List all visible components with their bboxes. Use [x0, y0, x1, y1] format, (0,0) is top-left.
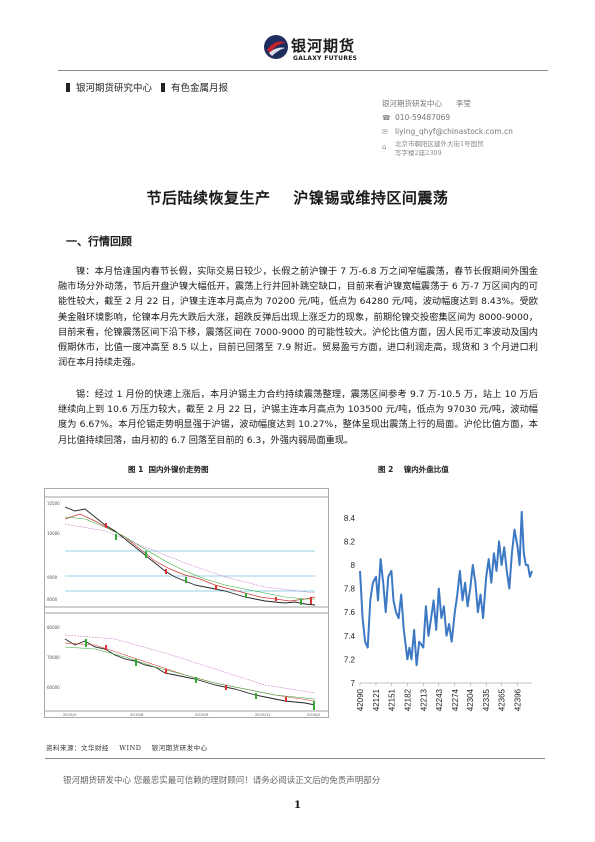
y-tick-label: 8.4 [344, 514, 356, 523]
y-tick-label: 7.4 [344, 632, 356, 641]
date-label: 2016/2 [307, 712, 321, 717]
contact-address-line1: 北京市朝阳区建外大街1号国贸 [395, 140, 484, 148]
contact-org: 银河期货研发中心 [382, 99, 442, 108]
y-tick-label: 7.6 [344, 608, 356, 617]
logo-chinese: 银河期货 [291, 37, 356, 55]
address-icon: ⌂ [382, 143, 387, 151]
x-tick-label: 42121 [372, 688, 381, 711]
contact-phone: 010-59487069 [395, 113, 451, 122]
x-tick-label: 42396 [514, 688, 523, 711]
logo-english: GALAXY FUTURES [293, 55, 358, 62]
x-tick-label: 42151 [387, 688, 396, 711]
x-tick-label: 42213 [419, 688, 428, 711]
nickel-price-trend-chart: 10500 10000 9000 8000 80000 70000 60000 … [44, 488, 329, 718]
date-label: 2015/3 [63, 712, 77, 717]
date-label: 2015/12 [255, 712, 271, 717]
footer-disclaimer: 银河期货研发中心 您最忠实最可信赖的理财顾问！请务必阅读正文后的免责声明部分 [63, 776, 381, 786]
x-tick-label: 42304 [466, 688, 475, 711]
report-title: 节后陆续恢复生产 沪镍锡或维持区间震荡 [146, 189, 449, 207]
upper-price-label: 10500 [47, 501, 60, 506]
upper-price-label: 8000 [47, 597, 58, 602]
x-tick-label: 42182 [403, 688, 412, 711]
figure2-caption: 图 2 镍内外盘比值 [378, 465, 449, 474]
x-tick-label: 42274 [451, 688, 460, 711]
upper-price-label: 10000 [47, 531, 60, 536]
y-tick-label: 8.2 [344, 537, 356, 546]
source-note: 资料来源：文华财经 WIND 银河期货研发中心 [46, 744, 208, 752]
x-tick-label: 42335 [482, 688, 491, 711]
y-tick-label: 8 [351, 561, 356, 570]
x-tick-label: 42090 [356, 688, 365, 711]
breadcrumb: 银河期货研究中心 有色金属月报 [66, 80, 228, 94]
phone-icon: ☎ [382, 114, 391, 122]
figure1-caption: 图 1 国内外镍价走势图 [128, 465, 209, 474]
upper-price-label: 9000 [47, 575, 58, 580]
breadcrumb-report-type: 有色金属月报 [171, 83, 229, 94]
date-label: 2015/6 [130, 712, 144, 717]
header-divider [58, 70, 548, 71]
y-tick-label: 7.8 [344, 585, 356, 594]
lower-price-label: 70000 [47, 655, 60, 660]
breadcrumb-org: 银河期货研究中心 [76, 83, 153, 94]
contact-address-line2: 写字楼2座2309 [395, 149, 442, 157]
lower-panel: 80000 70000 60000 [45, 612, 328, 712]
lower-price-label: 60000 [47, 685, 60, 690]
date-label: 2015/9 [195, 712, 209, 717]
y-tick-label: 7.2 [344, 655, 356, 664]
tin-paragraph: 锡：经过 1 月份的快速上涨后，本月沪锡主力合约持续震荡整理，震荡区间参考 9.… [58, 389, 538, 446]
nickel-ratio-chart: 7 7.2 7.4 7.6 7.8 8 8.2 8.4 42090 42121 42151 42182… [344, 510, 533, 711]
galaxy-logo-icon [264, 35, 288, 59]
email-icon: ✉ [382, 128, 388, 136]
nickel-paragraph: 镍：本月恰逢国内春节长假，实际交易日较少，长假之前沪镍于 7 万-6.8 万之间… [58, 266, 538, 369]
contact-email: liying_qhyf@chinastock.com.cn [395, 127, 513, 136]
upper-panel: 10500 10000 9000 8000 [45, 496, 328, 608]
contact-block: 银河期货研发中心 李莹 ☎ 010-59487069 ✉ liying_qhyf@ch… [382, 97, 513, 158]
lower-price-label: 80000 [47, 625, 60, 630]
y-tick-label: 7 [351, 679, 356, 688]
footer-divider [45, 758, 545, 759]
contact-name: 李莹 [456, 99, 471, 108]
page-number: 1 [294, 800, 301, 811]
x-tick-label: 42243 [435, 688, 444, 711]
x-tick-label: 42365 [498, 688, 507, 711]
section-heading: 一、行情回顾 [66, 235, 132, 248]
ratio-series-line [359, 510, 533, 667]
